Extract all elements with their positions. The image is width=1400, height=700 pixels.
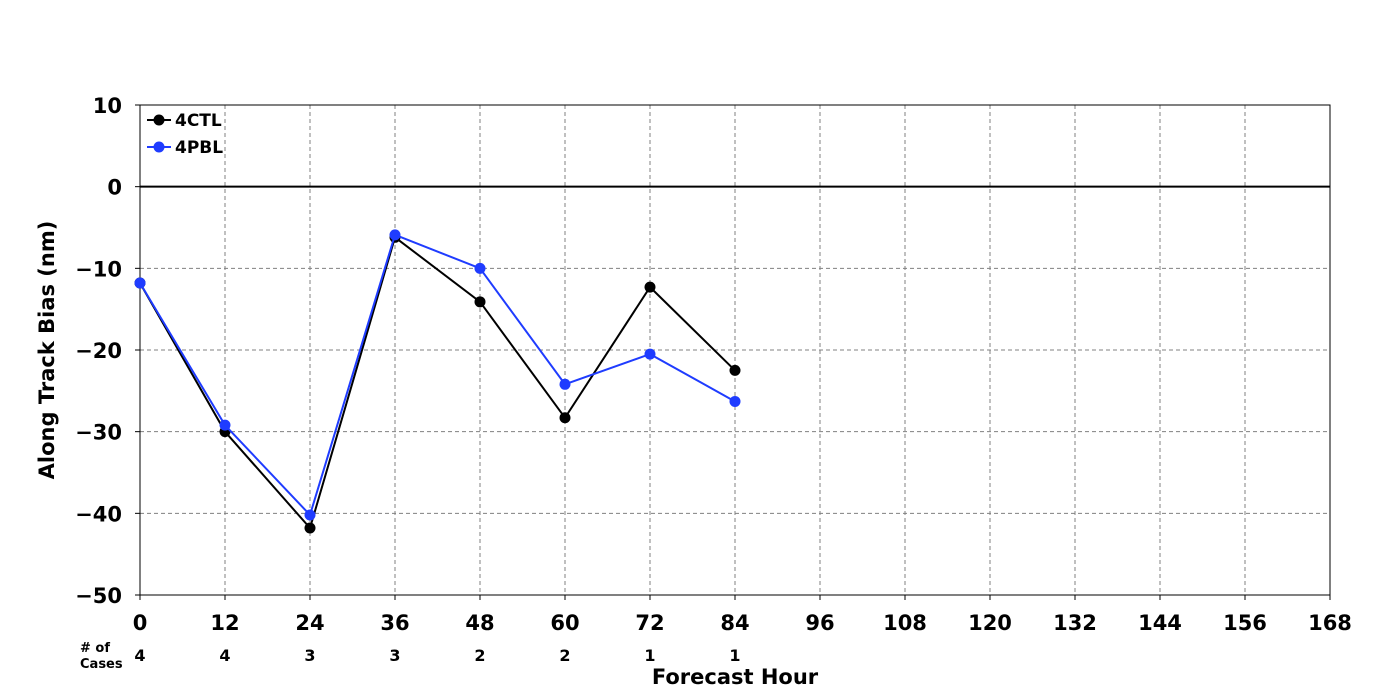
case-count: 2 xyxy=(559,646,570,665)
data-point xyxy=(559,378,571,390)
case-count: 1 xyxy=(644,646,655,665)
data-point xyxy=(134,277,146,289)
x-tick-label: 60 xyxy=(550,611,579,635)
legend: 4CTL 4PBL xyxy=(147,111,223,158)
y-tick-label: −40 xyxy=(75,502,122,526)
y-axis-ticks: 10 0 −10 −20 −30 −40 −50 xyxy=(75,94,140,608)
y-tick-label: 10 xyxy=(93,94,122,118)
case-count: 3 xyxy=(304,646,315,665)
case-count: 3 xyxy=(389,646,400,665)
data-point xyxy=(644,281,656,293)
x-tick-label: 156 xyxy=(1223,611,1267,635)
x-tick-label: 72 xyxy=(635,611,664,635)
grid xyxy=(140,105,1330,595)
data-point xyxy=(474,296,486,308)
case-count: 4 xyxy=(219,646,230,665)
legend-label: 4PBL xyxy=(175,138,223,158)
x-tick-label: 132 xyxy=(1053,611,1097,635)
x-tick-label: 36 xyxy=(380,611,409,635)
y-tick-label: −30 xyxy=(75,421,122,445)
data-point xyxy=(219,419,231,431)
y-axis-title: Along Track Bias (nm) xyxy=(35,221,59,480)
x-tick-label: 24 xyxy=(295,611,324,635)
y-tick-label: −10 xyxy=(75,257,122,281)
y-tick-label: −50 xyxy=(75,584,122,608)
legend-item-4ctl: 4CTL xyxy=(147,111,222,131)
case-count: 2 xyxy=(474,646,485,665)
data-point xyxy=(729,395,741,407)
data-point xyxy=(304,509,316,521)
x-tick-label: 48 xyxy=(465,611,494,635)
y-tick-label: −20 xyxy=(75,339,122,363)
x-axis-title: Forecast Hour xyxy=(652,665,819,689)
legend-marker xyxy=(153,114,165,126)
x-tick-label: 144 xyxy=(1138,611,1182,635)
series-4pbl xyxy=(134,229,741,521)
series-line xyxy=(139,235,736,531)
cases-label-line1: # of xyxy=(80,641,110,656)
legend-item-4pbl: 4PBL xyxy=(147,138,223,158)
x-tick-label: 96 xyxy=(805,611,834,635)
data-point xyxy=(389,229,401,241)
cases-row: # of Cases 4 4 3 3 2 2 1 1 xyxy=(80,641,741,672)
data-point xyxy=(559,412,571,424)
legend-label: 4CTL xyxy=(175,111,222,131)
x-tick-label: 120 xyxy=(968,611,1012,635)
x-axis-ticks: 0 12 24 36 48 60 72 84 96 108 120 132 144 156 168 xyxy=(133,595,1352,635)
x-tick-label: 168 xyxy=(1308,611,1352,635)
data-point xyxy=(644,348,656,360)
x-tick-label: 12 xyxy=(210,611,239,635)
x-tick-label: 108 xyxy=(883,611,927,635)
legend-marker xyxy=(153,141,165,153)
data-point xyxy=(304,522,316,534)
case-count: 1 xyxy=(729,646,740,665)
series-line xyxy=(139,233,736,517)
series xyxy=(134,229,741,534)
x-tick-label: 0 xyxy=(133,611,148,635)
data-point xyxy=(729,364,741,376)
cases-label-line2: Cases xyxy=(80,657,123,672)
data-point xyxy=(474,262,486,274)
y-tick-label: 0 xyxy=(107,176,122,200)
x-tick-label: 84 xyxy=(720,611,749,635)
case-count: 4 xyxy=(134,646,145,665)
series-4ctl xyxy=(134,231,741,534)
